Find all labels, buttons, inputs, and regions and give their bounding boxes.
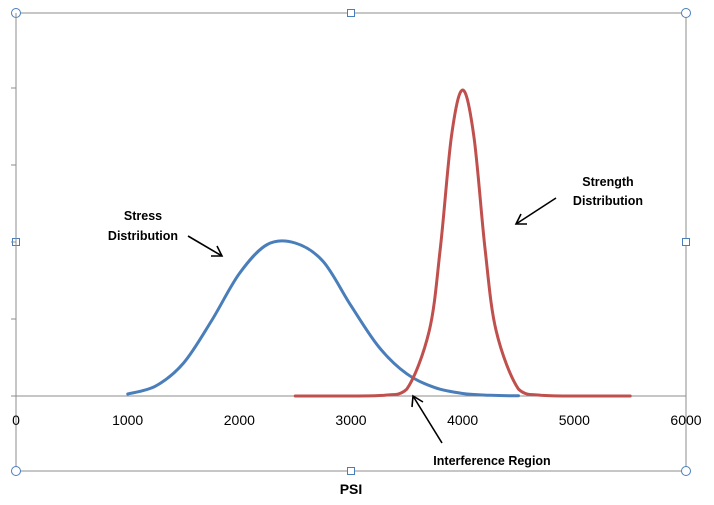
handle-bottom-middle[interactable] <box>347 467 355 475</box>
x-tick-label: 0 <box>12 412 20 428</box>
x-tick-label: 5000 <box>559 412 590 428</box>
y-axis-ticks <box>11 87 16 397</box>
interference-arrow <box>411 394 443 444</box>
strength-annotation-line1: Strength <box>582 175 633 189</box>
stress-annotation-line1: Stress <box>124 209 162 223</box>
x-tick-label: 3000 <box>335 412 366 428</box>
x-tick-label: 6000 <box>670 412 701 428</box>
x-tick-label: 2000 <box>224 412 255 428</box>
strength-annotation-line2: Distribution <box>573 194 643 208</box>
x-tick-labels: 0 1000 2000 3000 4000 5000 6000 <box>12 412 702 428</box>
handle-top-middle[interactable] <box>347 9 355 17</box>
strength-distribution-curve[interactable] <box>293 88 632 398</box>
x-axis-title: PSI <box>340 481 363 497</box>
strength-arrow <box>514 197 557 225</box>
handle-bottom-right[interactable] <box>681 466 691 476</box>
handle-middle-right[interactable] <box>682 238 690 246</box>
handle-top-right[interactable] <box>681 8 691 18</box>
handle-bottom-left[interactable] <box>11 466 21 476</box>
stress-distribution-curve[interactable] <box>126 239 520 398</box>
x-tick-label: 4000 <box>447 412 478 428</box>
stress-annotation-line2: Distribution <box>108 229 178 243</box>
selection-handles[interactable] <box>11 8 691 476</box>
stress-arrow <box>187 235 224 257</box>
x-tick-label: 1000 <box>112 412 143 428</box>
interference-annotation: Interference Region <box>433 454 550 468</box>
